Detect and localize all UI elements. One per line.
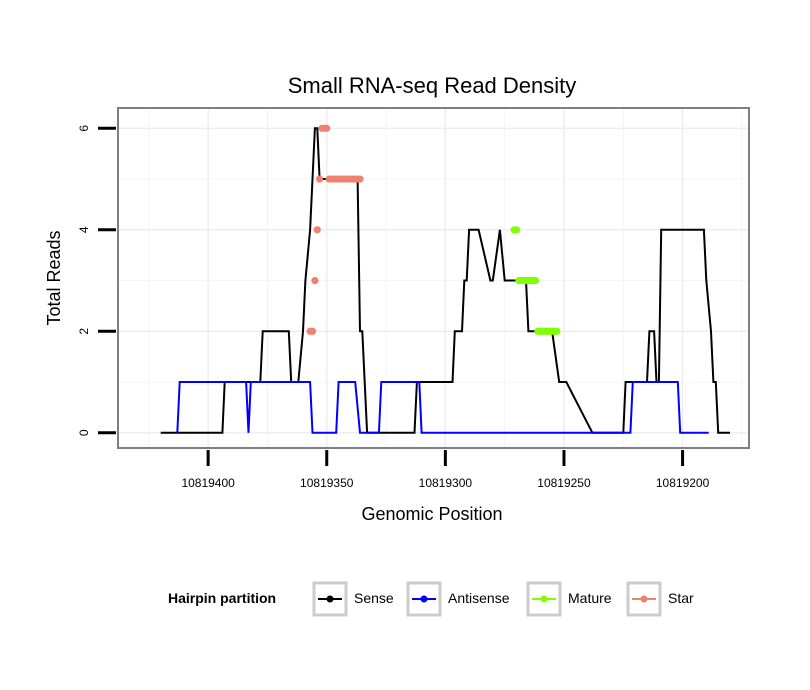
series-star-point xyxy=(313,226,321,234)
x-tick-label: 10819250 xyxy=(537,476,591,490)
legend-key-point xyxy=(326,595,334,603)
y-tick-label: 4 xyxy=(77,226,91,233)
legend-key-point xyxy=(420,595,428,603)
series-star-point xyxy=(308,327,317,335)
series-star-point xyxy=(316,175,324,183)
legend: Hairpin partition Sense Antisense Mature St… xyxy=(168,581,694,617)
panel-border xyxy=(117,107,750,449)
x-tick-label: 10819350 xyxy=(300,476,354,490)
legend-title: Hairpin partition xyxy=(168,590,276,606)
series-mature-point xyxy=(512,226,521,234)
legend-item-mature: Mature xyxy=(526,581,612,617)
legend-label-sense: Sense xyxy=(354,590,394,606)
series-mature-point xyxy=(553,327,561,335)
panel-background xyxy=(118,108,749,448)
legend-key-point xyxy=(640,595,648,603)
legend-key-point xyxy=(540,595,548,603)
x-tick-label: 10819400 xyxy=(181,476,235,490)
chart-title: Small RNA-seq Read Density xyxy=(288,73,577,98)
legend-label-antisense: Antisense xyxy=(448,590,510,606)
y-tick-label: 2 xyxy=(77,328,91,335)
y-tick-label: 0 xyxy=(77,429,91,436)
axes: 0 2 4 6 10819400 10819350 10819300 10819250 1081… xyxy=(77,125,710,490)
series-sense-line xyxy=(160,127,730,434)
series-star-point xyxy=(356,175,364,183)
series-antisense-line xyxy=(176,381,709,434)
x-tick-label: 10819200 xyxy=(656,476,710,490)
plot-panel xyxy=(117,107,750,449)
series-star-point xyxy=(311,276,319,285)
legend-item-antisense: Antisense xyxy=(406,581,510,617)
legend-label-mature: Mature xyxy=(568,590,612,606)
y-tick-label: 6 xyxy=(77,125,91,132)
legend-item-star: Star xyxy=(626,581,694,617)
x-axis-title: Genomic Position xyxy=(361,504,502,524)
legend-label-star: Star xyxy=(668,590,694,606)
y-axis-title: Total Reads xyxy=(44,230,64,325)
legend-item-sense: Sense xyxy=(312,581,394,617)
series-mature-point xyxy=(531,276,540,285)
series-star-point xyxy=(323,124,331,132)
x-tick-label: 10819300 xyxy=(419,476,473,490)
